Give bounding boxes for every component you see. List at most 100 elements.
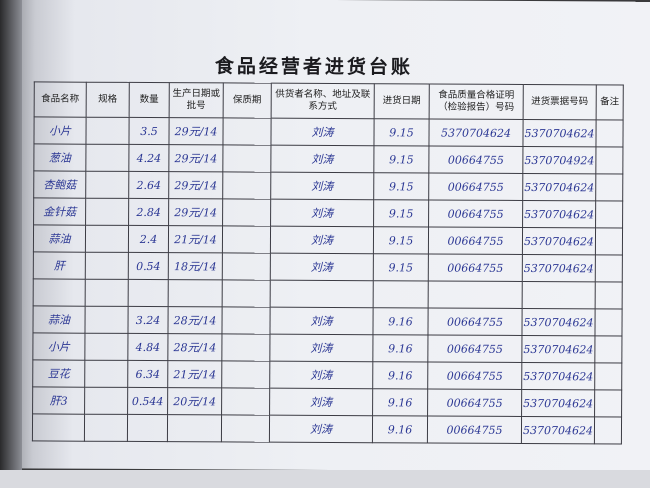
- cell-invoice: 5370704624: [521, 416, 595, 444]
- cell-prod: [167, 414, 222, 442]
- cell-prod: [168, 279, 223, 307]
- cell-supplier: 刘涛: [269, 415, 373, 443]
- column-header: 食品质量合格证明（检验报告）号码: [429, 83, 524, 120]
- table-row: 葱油 4.24 29元/14 刘涛 9.15 00664755 53707049​24: [33, 143, 623, 175]
- cell-prod: 21元/14: [168, 225, 223, 253]
- cell-supplier: 刘涛: [270, 199, 374, 227]
- cell-qty: 0.54: [128, 252, 169, 280]
- cell-date: 9.15: [373, 199, 429, 227]
- cell-qty: 0.544: [127, 387, 168, 415]
- cell-supplier: [270, 280, 374, 308]
- cell-shelf: [222, 252, 271, 281]
- cell-invoice: 5370704624: [522, 227, 596, 255]
- cell-invoice: [522, 281, 596, 309]
- cell-supplier: 刘涛: [269, 361, 373, 389]
- cell-note: [595, 254, 623, 283]
- column-header: 进货票据号码: [523, 84, 597, 120]
- cell-date: 9.15: [373, 145, 429, 173]
- cell-note: [594, 389, 622, 418]
- cell-cert: 00664755: [428, 199, 523, 228]
- cell-name: 葱油: [33, 143, 86, 172]
- cell-invoice: 5370704624: [521, 335, 595, 363]
- cell-qty: [127, 414, 168, 442]
- cell-invoice: 5370704624: [522, 254, 596, 282]
- cell-spec: [85, 198, 129, 226]
- cell-spec: [84, 414, 128, 442]
- cell-shelf: [221, 360, 270, 389]
- cell-cert: 00664755: [427, 415, 522, 444]
- cell-name: 肝3: [32, 386, 85, 415]
- cell-supplier: 刘涛: [270, 253, 374, 281]
- cell-cert: 5370704624: [428, 118, 524, 147]
- cell-supplier: 刘涛: [270, 118, 375, 146]
- column-header: 供货者名称、地址及联系方式: [271, 83, 375, 119]
- column-header: 食品名称: [34, 81, 87, 118]
- cell-cert: 00664755: [428, 226, 523, 255]
- cell-qty: 4.24: [128, 144, 169, 172]
- cell-note: [594, 335, 622, 364]
- cell-note: [594, 362, 622, 391]
- cell-prod: 28元/14: [167, 333, 222, 361]
- cell-prod: 29元/14: [168, 198, 223, 226]
- header-row: 食品名称 规格 数量 生产日期或批号 保质期 供货者名称、地址及联系方式 进货日期 食品质量合…: [34, 81, 624, 121]
- cell-spec: [84, 360, 128, 388]
- purchase-ledger-table: 食品名称 规格 数量 生产日期或批号 保质期 供货者名称、地址及联系方式 进货日期 食品质量合…: [32, 81, 624, 445]
- table-row: 豆花 6.34 21元/14 刘涛 9.16 00664755 5370704624: [32, 359, 622, 391]
- cell-date: 9.16: [372, 361, 428, 389]
- cell-qty: 3.5: [128, 117, 170, 145]
- cell-name: [33, 278, 86, 307]
- cell-invoice: 5370704624: [521, 308, 596, 336]
- cell-date: 9.15: [373, 172, 429, 200]
- cell-invoice: 5370704624: [522, 200, 596, 228]
- cell-note: [594, 308, 623, 337]
- cell-supplier: 刘涛: [270, 145, 374, 173]
- cell-qty: 2.4: [128, 225, 169, 253]
- cell-qty: [128, 279, 169, 307]
- table-row: 杏鲍菇 2.64 29元/14 刘涛 9.15 00664755 5370704624: [33, 170, 623, 202]
- cell-supplier: 刘涛: [269, 307, 374, 335]
- table-row: 肝3 0.544 20元/14 刘涛 9.16 00664755 5370704624: [32, 386, 622, 418]
- table-surface: [0, 470, 650, 488]
- table-row: 小片 3.5 29元/14 刘涛 9.15 5370704624 5370704624: [33, 116, 624, 148]
- cell-cert: 00664755: [427, 307, 523, 336]
- column-header: 生产日期或批号: [169, 82, 224, 118]
- cell-supplier: 刘涛: [269, 388, 373, 416]
- cell-prod: 21元/14: [167, 360, 222, 388]
- cell-prod: 20元/14: [167, 387, 222, 415]
- cell-shelf: [222, 225, 271, 254]
- cell-name: 金针菇: [33, 197, 86, 226]
- cell-shelf: [221, 387, 270, 416]
- column-header: 数量: [129, 82, 170, 118]
- cell-prod: 29元/14: [168, 144, 223, 172]
- cell-shelf: [222, 117, 272, 146]
- cell-date: 9.15: [373, 118, 430, 146]
- table-row: 蒜油 3.24 28元/14 刘涛 9.16 00664755 5370704624: [32, 305, 623, 337]
- cell-qty: 4.84: [127, 333, 168, 361]
- cell-qty: 3.24: [127, 306, 169, 334]
- cell-name: 豆花: [32, 359, 85, 388]
- cell-note: [595, 146, 623, 175]
- cell-date: 9.16: [372, 415, 428, 443]
- table-row: 刘涛 9.16 00664755 5370704624: [32, 413, 622, 445]
- cell-shelf: [222, 171, 271, 200]
- cell-note: [595, 227, 623, 256]
- cell-note: [595, 119, 624, 148]
- column-header: 进货日期: [374, 83, 430, 119]
- cell-shelf: [221, 333, 270, 362]
- cell-invoice: 5370704624: [521, 362, 595, 390]
- book-spine: [0, 0, 22, 488]
- cell-note: [595, 173, 623, 202]
- cell-prod: 18元/14: [168, 252, 223, 280]
- cell-date: 9.15: [373, 226, 429, 254]
- cell-shelf: [222, 279, 271, 308]
- cell-date: 9.16: [372, 334, 428, 362]
- table-row: [33, 278, 623, 310]
- cell-invoice: 5370704624: [521, 389, 595, 417]
- cell-shelf: [222, 144, 271, 173]
- cell-shelf: [221, 414, 270, 443]
- cell-name: 蒜油: [33, 224, 86, 253]
- cell-date: [373, 280, 429, 308]
- column-header: 规格: [86, 82, 130, 118]
- cell-spec: [84, 387, 128, 415]
- cell-name: 杏鲍菇: [33, 170, 86, 199]
